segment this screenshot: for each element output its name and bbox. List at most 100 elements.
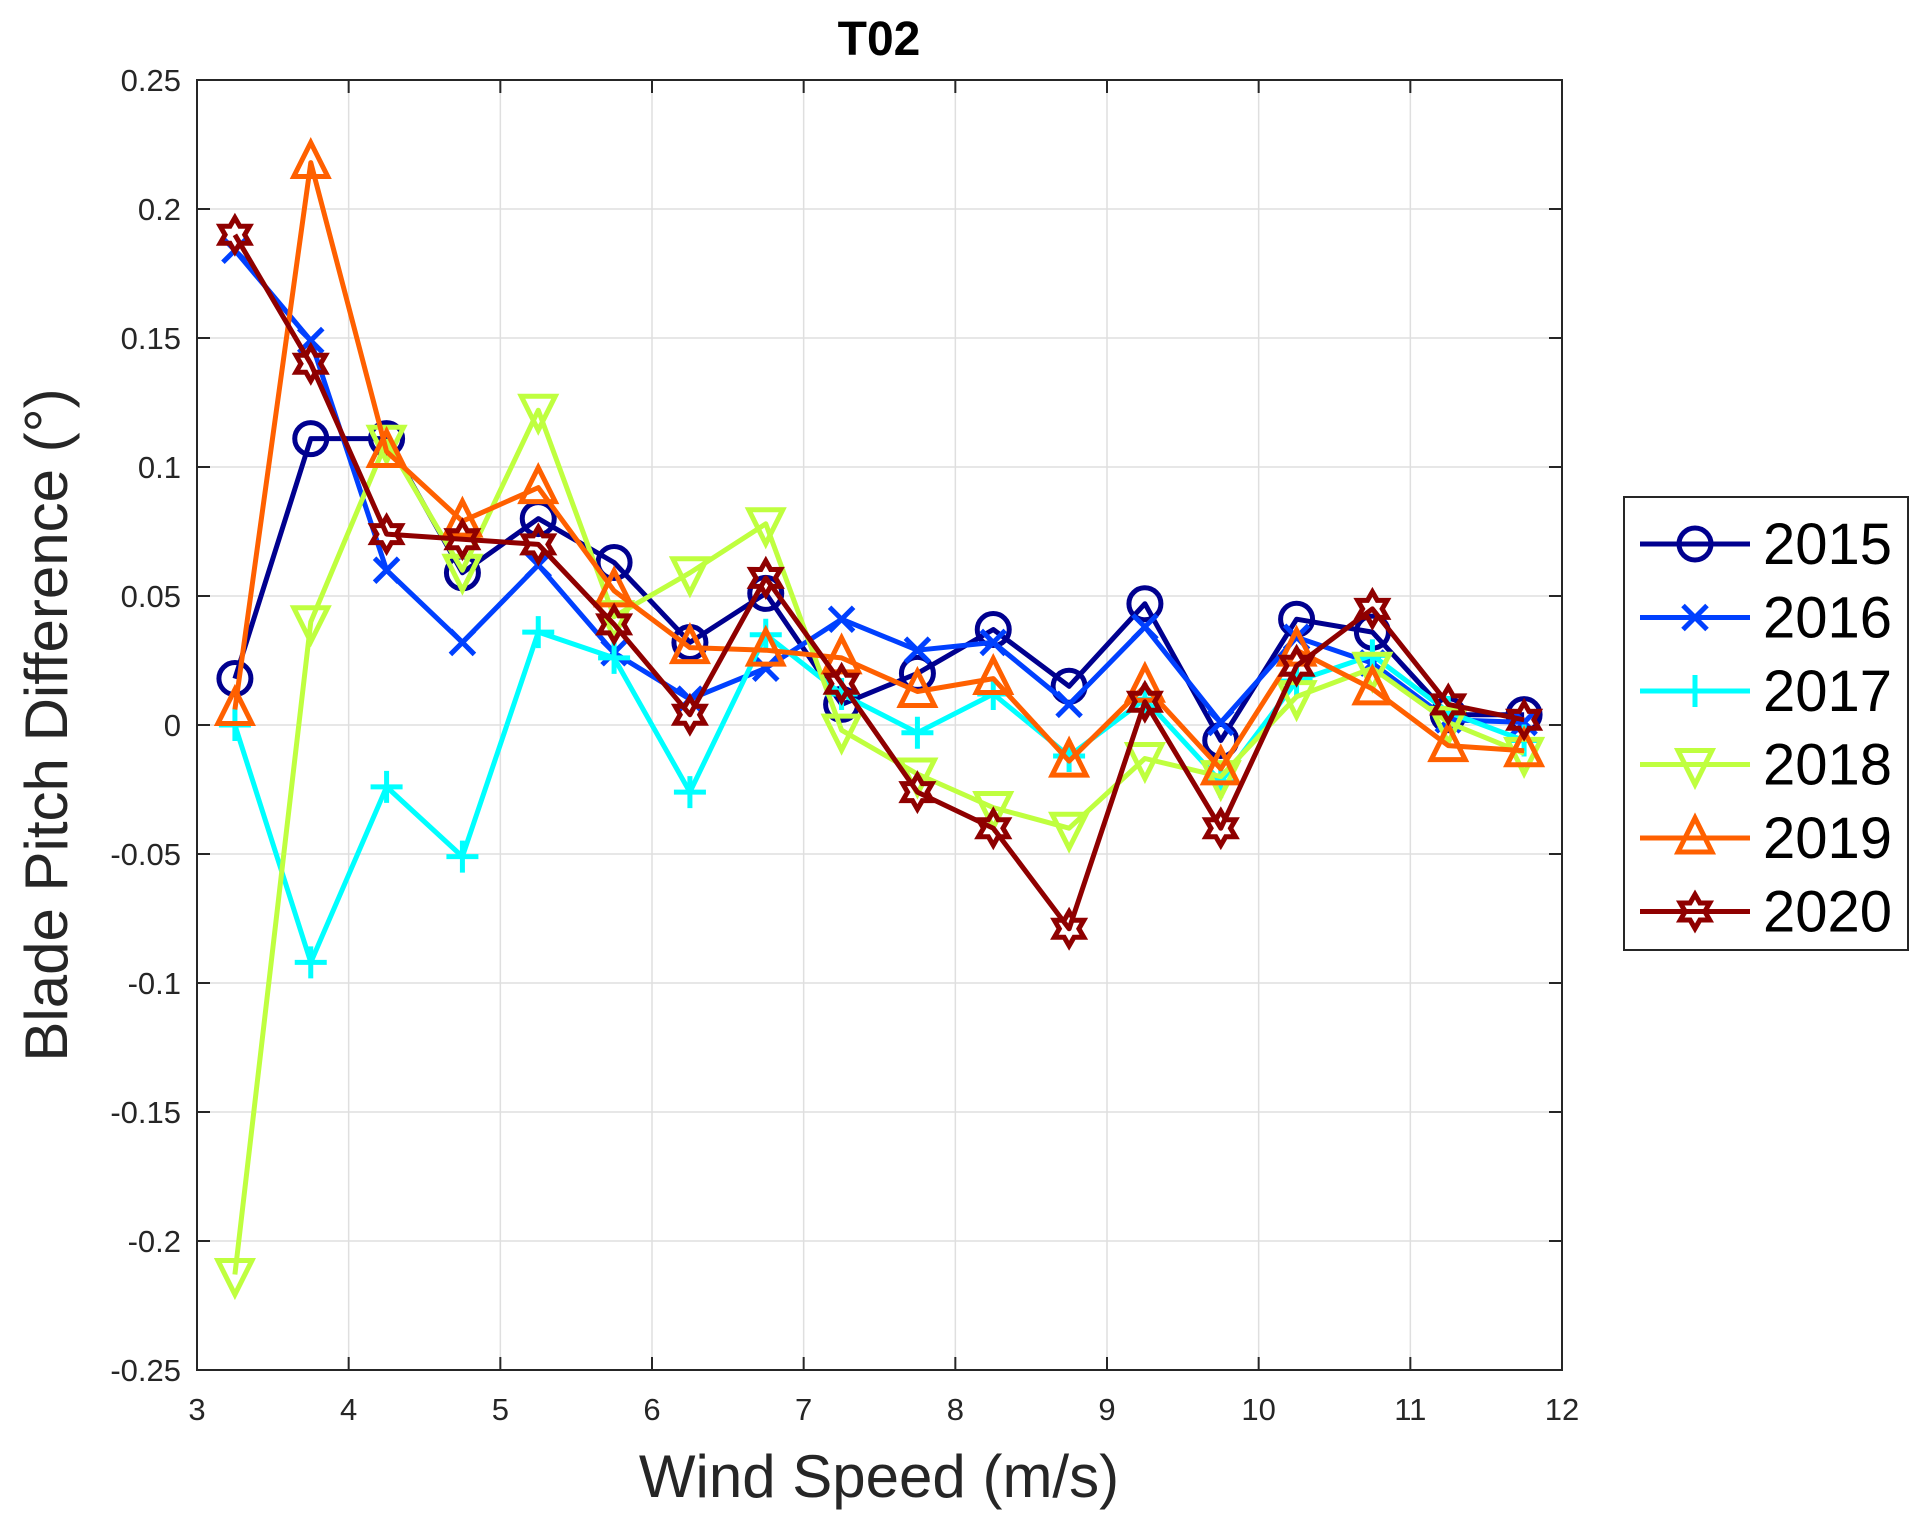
data-point-2020	[746, 555, 785, 600]
legend-item-2017: 2017	[1640, 659, 1892, 724]
y-tick-label: 0.25	[121, 63, 181, 98]
data-point-2016	[1055, 690, 1083, 719]
data-point-2017	[901, 716, 934, 749]
data-point-2019	[517, 462, 560, 505]
data-point-2019	[441, 495, 484, 538]
series-line-2017	[232, 629, 1525, 965]
data-point-2019	[289, 136, 332, 180]
data-point-2018	[744, 507, 787, 550]
data-point-2015	[1126, 585, 1164, 623]
data-point-2016	[1131, 613, 1159, 641]
data-point-2020	[898, 770, 937, 815]
data-point-2016	[751, 654, 780, 683]
data-point-2016	[372, 556, 401, 584]
data-point-2018	[1123, 742, 1166, 785]
data-point-2017	[370, 770, 403, 803]
data-point-2018	[289, 605, 332, 648]
y-tick-label: -0.1	[128, 966, 181, 1001]
data-point-2020	[1277, 643, 1316, 688]
x-axis-label: Wind Speed (m/s)	[639, 1443, 1119, 1510]
data-point-2015	[595, 543, 633, 581]
data-point-2019	[668, 622, 711, 665]
legend-item-2019: 2019	[1640, 806, 1892, 871]
data-point-2020	[367, 512, 406, 557]
legend-label: 2019	[1763, 806, 1892, 871]
series-line-2016	[232, 248, 1525, 725]
data-point-2020	[670, 692, 709, 737]
y-tick-label: 0.1	[138, 450, 181, 485]
data-point-2018	[213, 1258, 256, 1301]
data-point-2019	[1503, 725, 1546, 768]
legend-label: 2020	[1763, 880, 1892, 945]
data-point-2020	[822, 661, 861, 706]
legend-label: 2016	[1763, 586, 1892, 651]
data-point-2018	[1199, 760, 1242, 803]
data-point-2019	[972, 652, 1015, 696]
data-point-2016	[827, 605, 856, 633]
y-axis-label: Blade Pitch Difference (°)	[13, 388, 80, 1061]
legend-item-2015: 2015	[1640, 512, 1892, 577]
legend-marker	[1675, 889, 1715, 934]
legend-item-2020: 2020	[1640, 880, 1892, 945]
data-point-2017	[598, 641, 631, 674]
x-tick-label: 7	[795, 1392, 812, 1427]
data-point-2019	[820, 632, 863, 675]
data-point-2018	[1427, 705, 1470, 749]
data-point-2020	[519, 522, 558, 567]
data-point-2019	[1427, 720, 1470, 763]
data-point-2016	[448, 628, 477, 657]
y-tick-label: 0.05	[121, 579, 181, 614]
series-lines	[213, 136, 1546, 1301]
series-2020	[215, 212, 1544, 951]
legend-marker	[1681, 603, 1709, 632]
y-tick-label: -0.25	[110, 1353, 181, 1388]
data-point-2017	[522, 616, 555, 649]
data-point-2020	[215, 212, 254, 257]
data-point-2016	[979, 628, 1008, 657]
legend-marker	[1673, 812, 1717, 855]
data-point-2018	[972, 791, 1015, 834]
x-tick-label: 5	[492, 1392, 509, 1427]
data-point-2018	[1048, 811, 1091, 854]
legend-box	[1623, 496, 1909, 951]
y-tick-label: -0.15	[110, 1095, 181, 1130]
y-tick-label: 0	[164, 708, 181, 743]
legend-marker	[1679, 675, 1711, 707]
data-point-2020	[1050, 906, 1089, 951]
data-point-2018	[820, 713, 863, 756]
y-tick-label: -0.05	[110, 837, 181, 872]
axis-ticks: 3 4 5 6 7 8 9 10 11 12 -0.25 -0.2 -0.15 -0.1 -0.05 0 0.0…	[110, 63, 1579, 1427]
data-point-2020	[595, 602, 634, 647]
data-point-2019	[1048, 735, 1091, 778]
x-tick-label: 3	[188, 1392, 205, 1427]
data-point-2018	[517, 393, 560, 436]
data-point-2020	[443, 517, 482, 562]
data-point-2019	[213, 683, 256, 727]
legend-label: 2015	[1763, 512, 1892, 577]
data-point-2020	[1505, 697, 1544, 742]
x-tick-label: 8	[947, 1392, 964, 1427]
data-point-2019	[744, 624, 787, 667]
data-point-2018	[668, 556, 711, 599]
data-point-2020	[291, 341, 330, 386]
x-tick-label: 6	[643, 1392, 660, 1427]
legend: 2015 2016 2017 2018 2019 2020	[1623, 496, 1909, 951]
x-tick-label: 4	[340, 1392, 357, 1427]
data-point-2020	[1201, 806, 1240, 851]
legend-item-2018: 2018	[1640, 733, 1892, 798]
data-point-2019	[365, 425, 408, 469]
data-point-2019	[896, 665, 939, 708]
legend-marker	[1676, 525, 1714, 563]
data-point-2019	[1199, 743, 1242, 786]
legend-label: 2018	[1763, 733, 1892, 798]
x-tick-label: 9	[1098, 1392, 1115, 1427]
data-point-2020	[1429, 682, 1468, 727]
x-tick-label: 12	[1545, 1392, 1579, 1427]
legend-marker	[1673, 748, 1717, 791]
y-tick-label: -0.2	[128, 1224, 181, 1259]
chart-title: T02	[838, 13, 921, 66]
data-point-2020	[1353, 586, 1392, 631]
